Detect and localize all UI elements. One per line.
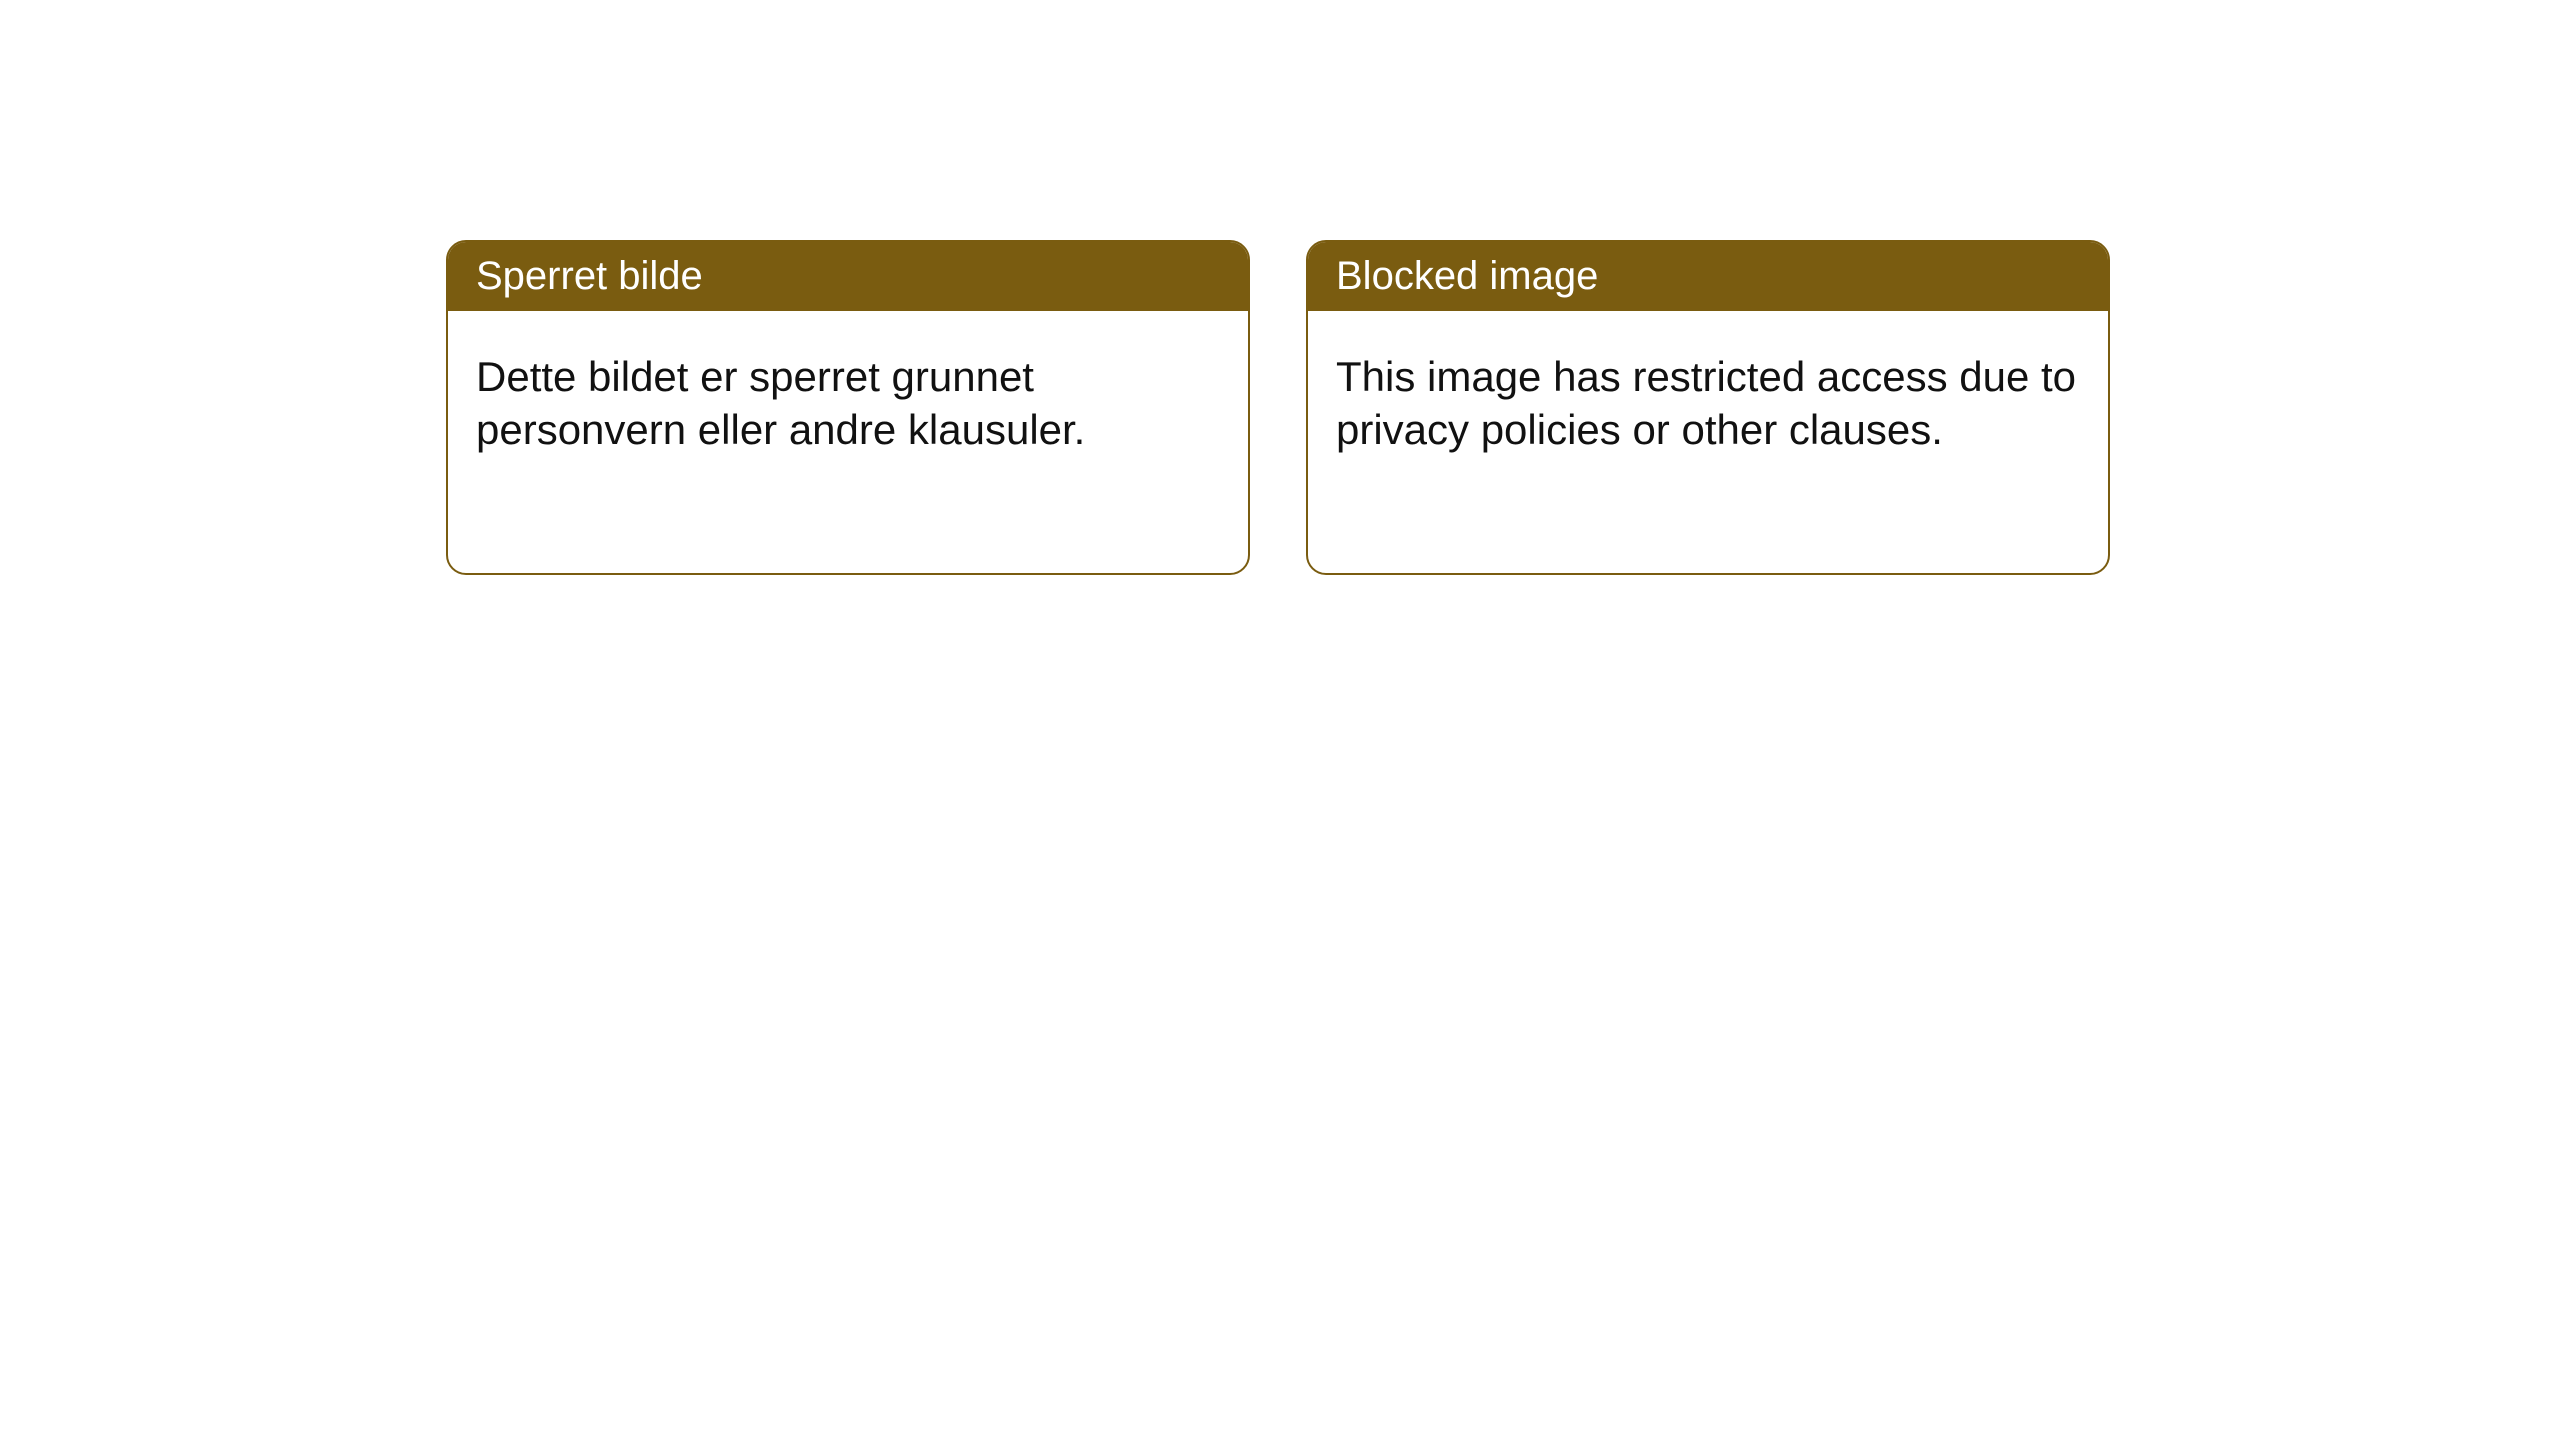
notice-card-english: Blocked image This image has restricted … — [1306, 240, 2110, 575]
notice-container: Sperret bilde Dette bildet er sperret gr… — [0, 0, 2560, 575]
notice-body: Dette bildet er sperret grunnet personve… — [448, 311, 1248, 496]
notice-card-norwegian: Sperret bilde Dette bildet er sperret gr… — [446, 240, 1250, 575]
notice-header: Sperret bilde — [448, 242, 1248, 311]
notice-body: This image has restricted access due to … — [1308, 311, 2108, 496]
notice-header: Blocked image — [1308, 242, 2108, 311]
